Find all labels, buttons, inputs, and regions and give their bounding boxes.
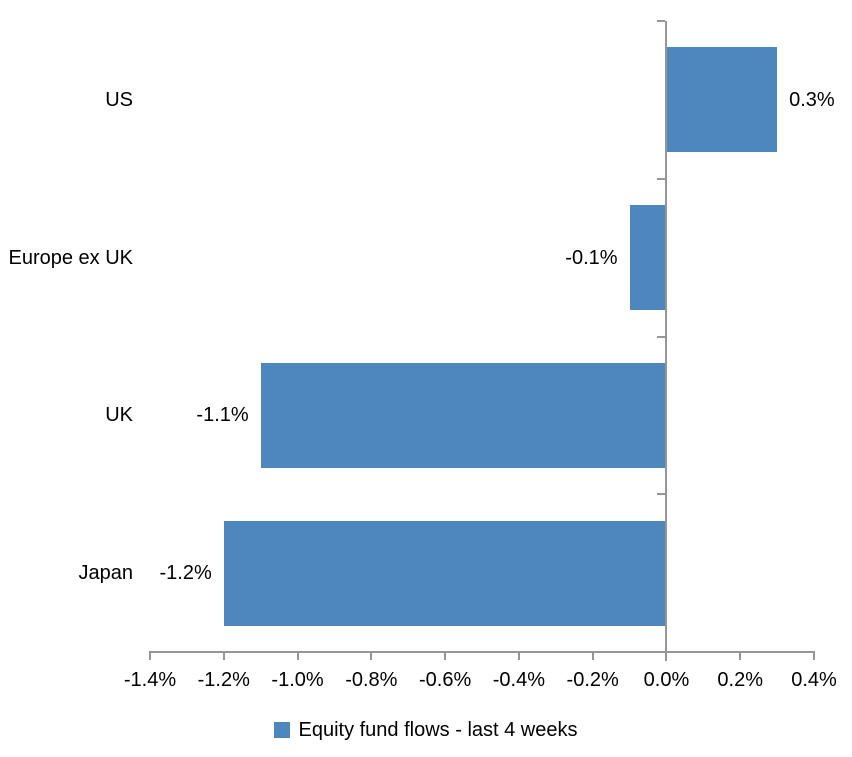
category-label-europe-ex-uk: Europe ex UK — [8, 246, 133, 269]
legend-color-swatch — [274, 722, 291, 738]
bar-uk — [260, 362, 667, 468]
x-tick-label: -1.4% — [123, 669, 177, 691]
y-axis-line — [665, 21, 668, 661]
y-axis-tick — [657, 493, 666, 496]
x-tick-label: -0.6% — [418, 669, 472, 691]
data-label-us: 0.3% — [789, 88, 835, 111]
data-label-uk: -1.1% — [196, 404, 249, 427]
legend: Equity fund flows - last 4 weeks — [0, 718, 852, 742]
x-tick — [149, 651, 151, 660]
x-tick — [296, 651, 299, 660]
x-tick-label: -0.8% — [345, 669, 398, 691]
x-tick-label: -1.2% — [197, 669, 250, 691]
data-label-europe-ex-uk: -0.1% — [565, 246, 618, 269]
x-tick — [222, 651, 225, 660]
y-axis-tick — [657, 177, 666, 180]
bar-europe-ex-uk — [629, 205, 667, 311]
data-label-japan: -1.2% — [159, 562, 212, 585]
y-axis-tick — [657, 20, 666, 22]
x-tick — [813, 651, 815, 660]
category-label-us: US — [105, 88, 133, 111]
x-axis-line — [150, 651, 814, 653]
x-tick — [591, 651, 594, 660]
x-tick-label: -1.0% — [271, 669, 324, 691]
x-tick — [517, 651, 520, 660]
bar-japan — [223, 520, 667, 626]
category-label-japan: Japan — [78, 562, 134, 585]
bar-us — [666, 47, 778, 153]
x-tick — [739, 651, 742, 660]
x-tick-label: 0.4% — [791, 669, 837, 691]
x-tick-label: -0.4% — [492, 669, 545, 691]
x-tick-label: -0.2% — [566, 669, 619, 691]
x-tick-label: 0.0% — [643, 669, 690, 691]
y-axis-tick — [657, 335, 666, 338]
x-tick — [444, 651, 447, 660]
x-tick — [370, 651, 373, 660]
category-label-uk: UK — [105, 404, 133, 427]
x-tick-label: 0.2% — [717, 669, 764, 691]
legend-label: Equity fund flows - last 4 weeks — [298, 719, 578, 741]
